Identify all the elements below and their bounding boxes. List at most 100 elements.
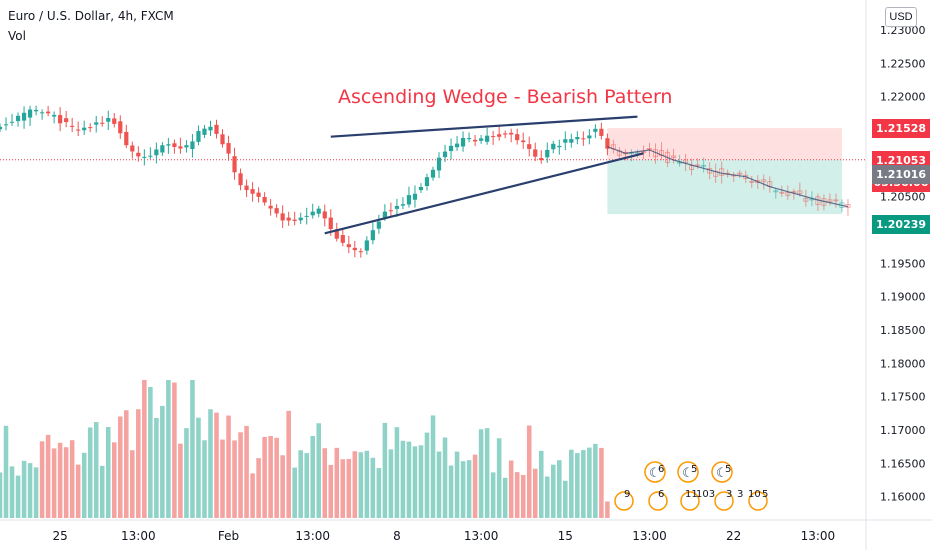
candle-body — [214, 124, 219, 134]
volume-bar — [346, 458, 352, 518]
candle-body — [274, 208, 279, 214]
volume-indicator-label[interactable]: Vol — [8, 29, 26, 43]
volume-bar — [388, 449, 394, 518]
volume-bar — [514, 472, 520, 518]
volume-bar — [124, 410, 129, 518]
volume-bar — [160, 405, 165, 518]
candle-body — [172, 143, 177, 147]
volume-bar — [280, 455, 285, 518]
symbol-title[interactable]: Euro / U.S. Dollar, 4h, FXCM — [8, 9, 174, 23]
event-marker-ring — [711, 461, 733, 483]
y-tick-label: 1.19000 — [880, 291, 926, 304]
candle-body — [412, 193, 418, 200]
candle-body — [106, 118, 111, 122]
volume-bar — [406, 441, 412, 518]
candle-body — [448, 145, 454, 152]
candle-body — [533, 149, 538, 157]
candle-body — [803, 197, 809, 202]
volume-bar — [75, 464, 81, 518]
x-tick-label: Feb — [218, 529, 239, 543]
target-box — [607, 159, 842, 215]
projection-path — [607, 146, 849, 208]
candle-body — [178, 146, 183, 149]
volume-bar — [57, 442, 63, 518]
candle-body — [466, 138, 472, 140]
candle-body — [575, 136, 580, 140]
candle-body — [46, 111, 51, 114]
moon-icon: ☾ — [649, 466, 661, 481]
event-row-label: 5 — [762, 489, 768, 500]
candle-body — [364, 240, 369, 251]
event-marker[interactable]: ☾5 — [711, 461, 733, 483]
candle-body — [593, 128, 598, 132]
event-marker[interactable]: ☾5 — [677, 461, 699, 483]
event-row-label: 6 — [658, 489, 664, 500]
event-marker[interactable]: ☾6 — [644, 461, 666, 483]
candle-body — [58, 115, 63, 124]
candle-body — [27, 109, 33, 118]
candle-body — [33, 109, 39, 112]
volume-bar — [358, 452, 364, 518]
candle-body — [569, 139, 574, 143]
volume-bar — [130, 450, 135, 518]
event-count: 5 — [725, 464, 731, 475]
candle-body — [719, 168, 725, 176]
volume-bar — [111, 442, 117, 518]
candle-body — [646, 147, 653, 150]
candle-body — [454, 143, 460, 148]
event-marker-ring — [677, 461, 699, 483]
candle-body — [491, 136, 496, 138]
candle-body — [545, 149, 550, 158]
candle-body — [527, 144, 532, 149]
candle-body — [370, 230, 375, 241]
candle-body — [605, 138, 610, 149]
event-row-label: 103 — [696, 489, 715, 500]
volume-bar — [202, 440, 207, 518]
candle-body — [640, 151, 646, 154]
pattern-annotation: Ascending Wedge - Bearish Pattern — [338, 86, 672, 108]
candle-body — [797, 190, 803, 195]
volume-bar — [478, 429, 484, 518]
x-tick-label: 13:00 — [121, 529, 156, 543]
candle-body — [334, 229, 339, 239]
candle-body — [208, 126, 213, 131]
candle-body — [515, 134, 520, 141]
volume-bar — [472, 454, 478, 518]
candle-body — [761, 179, 767, 183]
candle-body — [701, 164, 707, 167]
volume-bar — [605, 501, 610, 518]
volume-bar — [33, 467, 39, 518]
volume-bar — [490, 472, 496, 518]
y-tick-label: 1.19500 — [880, 257, 926, 270]
volume-bar — [45, 434, 51, 518]
volume-bar — [51, 448, 57, 518]
volume-bar — [238, 432, 243, 518]
candle-body — [310, 211, 315, 216]
candle-body — [436, 157, 442, 171]
volume-bar — [244, 425, 249, 518]
event-count: 6 — [658, 464, 664, 475]
candle-body — [382, 211, 387, 218]
event-row-label: 3 — [726, 489, 732, 500]
volume-bar — [268, 436, 273, 518]
volume-bar — [466, 460, 472, 518]
candle-body — [430, 169, 436, 178]
candle-body — [190, 141, 195, 150]
event-count: 5 — [691, 464, 697, 475]
candle-body — [220, 134, 225, 145]
candle-body — [737, 172, 743, 175]
volume-bar — [39, 441, 45, 518]
currency-button[interactable]: USD — [885, 7, 917, 27]
volume-bar — [196, 417, 201, 518]
candle-body — [256, 192, 261, 197]
volume-bar — [532, 468, 538, 518]
candle-body — [268, 205, 273, 209]
y-tick-label: 1.20500 — [880, 191, 926, 204]
candle-body — [124, 131, 129, 146]
candle-body — [599, 128, 604, 136]
volume-bar — [376, 468, 382, 518]
volume-bar — [154, 417, 159, 518]
volume-bar — [208, 409, 213, 518]
candle-body — [130, 145, 135, 152]
